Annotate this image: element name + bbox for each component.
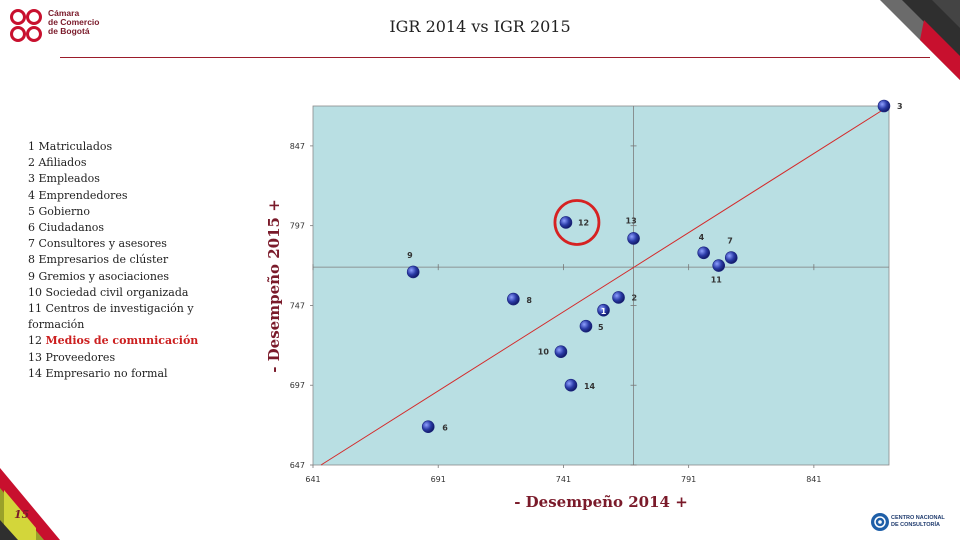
legend-item: 10 Sociedad civil organizada	[28, 285, 189, 299]
globe-icon	[871, 513, 889, 531]
reference-diagonal-line	[320, 105, 890, 466]
data-label-6: 6	[442, 424, 448, 433]
y-axis-ticks: 647 697 747 797 847	[290, 142, 637, 470]
legend-item: 6 Ciudadanos	[28, 221, 105, 235]
footer-brand-line: CENTRO NACIONAL	[891, 515, 945, 521]
logo-mark-icon	[10, 9, 42, 42]
legend-item: 14 Empresario no formal	[28, 366, 168, 380]
logo-text: Cámara de Comercio de Bogotá	[48, 9, 100, 36]
logo-line: de Bogotá	[48, 26, 90, 36]
logo-line: de Comercio	[48, 17, 100, 27]
x-axis-label: - Desempeño 2014 +	[514, 493, 688, 511]
data-point-12	[559, 216, 573, 229]
y-axis-label: - Desempeño 2015 +	[265, 199, 283, 373]
data-label-11: 11	[711, 276, 723, 285]
data-point-11	[712, 259, 726, 272]
data-point-5	[579, 319, 593, 333]
x-tick-label: 641	[305, 475, 320, 484]
company-logo	[8, 8, 128, 44]
data-point-1	[597, 303, 610, 317]
data-point-13	[627, 232, 640, 245]
x-tick-label: 741	[556, 475, 571, 484]
data-point-2	[612, 291, 625, 304]
legend-item: 9 Gremios y asociaciones	[28, 269, 170, 283]
legend-item: 3 Empleados	[28, 172, 100, 186]
legend-item: 1 Matriculados	[28, 140, 113, 153]
legend-item-continuation: formación	[28, 318, 85, 332]
legend-item: 5 Gobierno	[28, 204, 90, 218]
data-label-1: 1	[601, 307, 607, 316]
legend-item: 4 Emprendedores	[28, 188, 128, 202]
data-label-8: 8	[526, 296, 532, 305]
x-tick-label: 691	[431, 475, 446, 484]
slide-title: IGR 2014 vs IGR 2015	[389, 17, 571, 36]
legend-list: 1 Matriculados 2 Afiliados 3 Empleados 4…	[28, 139, 198, 382]
legend-item: 7 Consultores y asesores	[28, 237, 167, 251]
legend-item: 13 Proveedores	[28, 350, 116, 364]
title-divider	[60, 57, 930, 58]
page-number: 15	[14, 508, 30, 521]
data-point-10	[554, 345, 568, 359]
corner-decoration-icon	[880, 0, 960, 80]
data-label-14: 14	[584, 382, 596, 391]
legend-item: 11 Centros de investigación y	[28, 302, 194, 316]
y-tick-label: 747	[290, 301, 305, 310]
data-label-7: 7	[727, 237, 733, 246]
data-point-14	[564, 378, 578, 392]
data-point-9	[406, 265, 420, 279]
legend-item: 2 Afiliados	[28, 156, 87, 170]
data-point-4	[697, 246, 710, 260]
data-label-5: 5	[598, 323, 604, 332]
corner-decoration-icon	[0, 468, 60, 540]
plot-area	[312, 105, 890, 466]
y-tick-label: 697	[290, 381, 305, 390]
y-tick-label: 797	[290, 222, 305, 231]
footer-brand-line: DE CONSULTORÍA	[891, 521, 940, 528]
legend-item-highlighted: 12 Medios de comunicación	[28, 333, 198, 349]
data-point-7	[724, 251, 738, 264]
highlight-ring	[553, 199, 601, 246]
y-tick-label: 847	[290, 142, 305, 151]
legend-item: 8 Empresarios de clúster	[28, 253, 169, 267]
data-point-6	[421, 420, 435, 434]
logo-line: Cámara	[48, 8, 80, 18]
data-label-10: 10	[538, 348, 550, 357]
data-label-2: 2	[632, 293, 638, 302]
data-point-3	[877, 99, 891, 113]
data-label-12: 12	[578, 218, 589, 227]
data-point-8	[507, 292, 520, 306]
data-label-4: 4	[699, 233, 705, 242]
quadrant-lines	[313, 106, 889, 465]
data-label-13: 13	[626, 216, 637, 225]
legend-item-number: 12	[28, 334, 46, 348]
y-tick-label: 647	[290, 461, 305, 470]
footer-brand: CENTRO NACIONAL DE CONSULTORÍA	[870, 512, 950, 534]
x-tick-label: 791	[681, 475, 696, 484]
x-axis-ticks: 641 691 741 791 841	[305, 264, 822, 484]
legend-highlight-text: Medios de comunicación	[45, 334, 199, 348]
data-label-9: 9	[407, 251, 413, 260]
x-tick-label: 841	[806, 475, 821, 484]
data-label-3: 3	[897, 102, 903, 111]
